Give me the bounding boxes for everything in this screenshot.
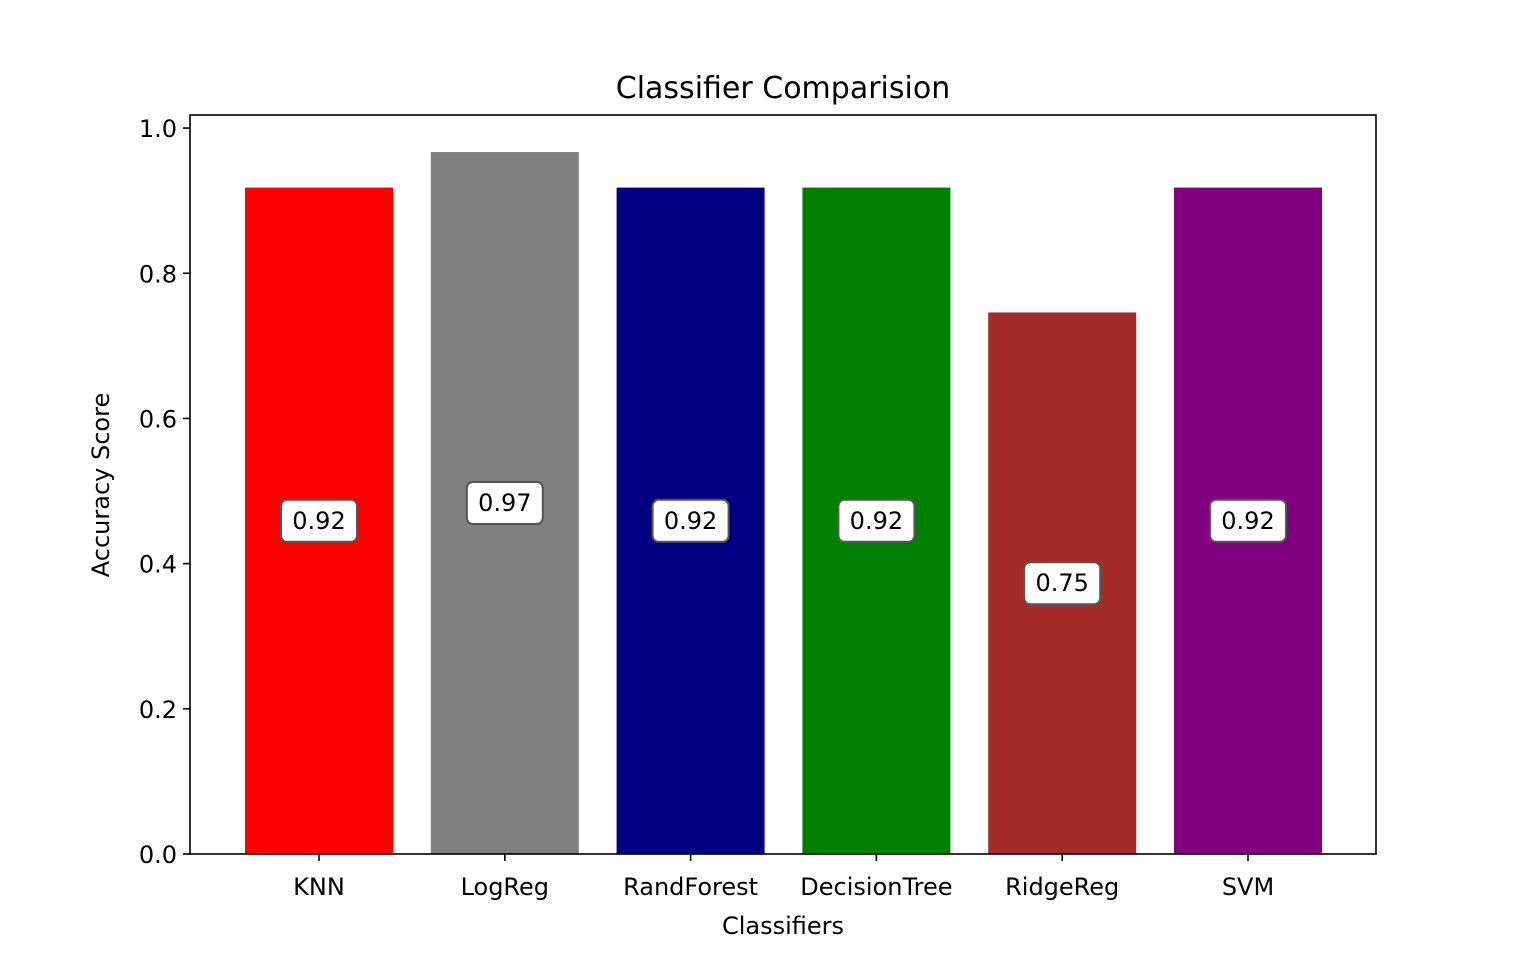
bar-value-label-ridgereg: 0.75 bbox=[1035, 569, 1088, 597]
bar-value-label-logreg: 0.97 bbox=[478, 489, 531, 517]
x-tick-label-decisiontree: DecisionTree bbox=[800, 873, 952, 901]
bar-value-label-randforest: 0.92 bbox=[664, 507, 717, 535]
x-tick-label-svm: SVM bbox=[1222, 873, 1274, 901]
x-axis-title: Classifiers bbox=[722, 912, 844, 940]
bar-value-box-randforest bbox=[651, 498, 730, 543]
bar-value-box-logreg bbox=[465, 481, 544, 526]
bar-value-box-ridgereg bbox=[1023, 561, 1102, 606]
bar-value-box-decisiontree bbox=[837, 498, 916, 543]
bar-value-label-svm: 0.92 bbox=[1221, 507, 1274, 535]
x-tick-label-logreg: LogReg bbox=[461, 873, 549, 901]
y-tick-label-0: 0.0 bbox=[139, 841, 177, 869]
bar-labels-group: 0.92 0.97 0.92 0.92 0.75 0.92 bbox=[280, 481, 1287, 606]
bar-value-label-decisiontree: 0.92 bbox=[850, 507, 903, 535]
y-axis-title: Accuracy Score bbox=[87, 393, 115, 577]
bar-value-box-svm bbox=[1209, 498, 1287, 543]
chart-title: Classifier Comparision bbox=[616, 71, 950, 106]
bar-value-label-knn: 0.92 bbox=[292, 507, 345, 535]
y-tick-label-4: 0.8 bbox=[139, 260, 177, 288]
x-axis: KNN LogReg RandForest DecisionTree RidgeReg S… bbox=[293, 854, 1274, 901]
y-tick-label-5: 1.0 bbox=[139, 115, 177, 143]
y-tick-label-3: 0.6 bbox=[139, 405, 177, 433]
y-tick-label-2: 0.4 bbox=[139, 551, 177, 579]
bar-value-box-knn bbox=[280, 498, 358, 543]
x-tick-label-knn: KNN bbox=[293, 873, 345, 901]
x-tick-label-ridgereg: RidgeReg bbox=[1005, 873, 1119, 901]
y-axis: 0.0 0.2 0.4 0.6 0.8 1.0 bbox=[139, 115, 190, 869]
y-tick-label-1: 0.2 bbox=[139, 696, 177, 724]
x-tick-label-randforest: RandForest bbox=[623, 873, 758, 901]
plot-frame bbox=[189, 114, 1377, 855]
